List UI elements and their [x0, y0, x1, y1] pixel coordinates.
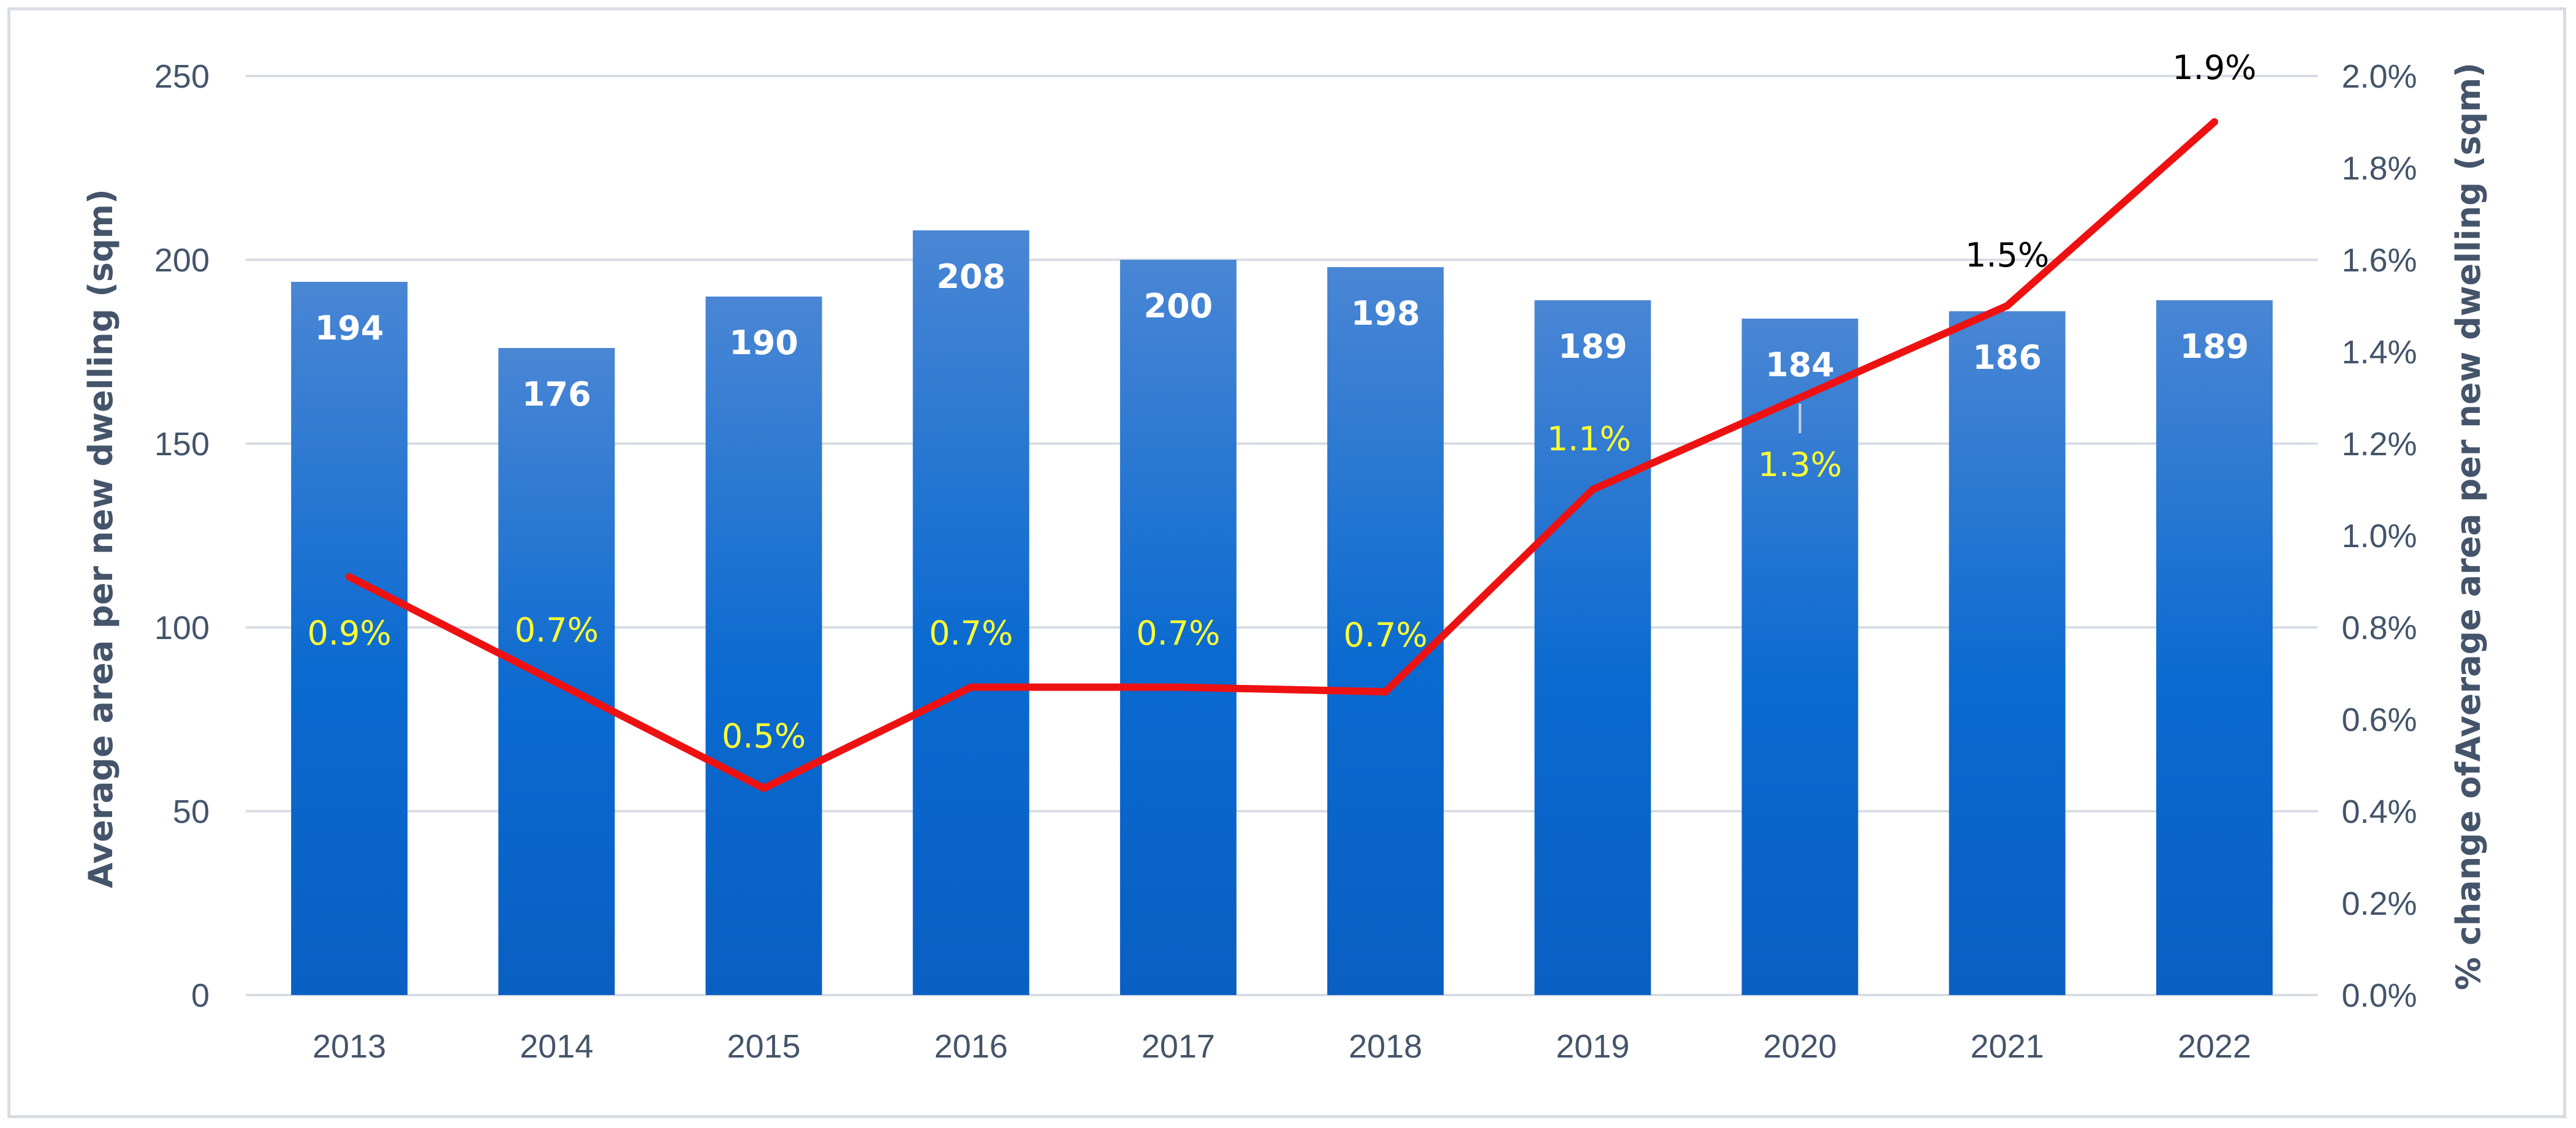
right-axis-tick: 1.4% [2341, 334, 2417, 371]
x-axis-tick: 2013 [313, 1028, 386, 1065]
pct-change-label: 1.5% [1965, 236, 2049, 274]
pct-change-point [760, 784, 768, 792]
bar [1119, 260, 1237, 995]
bar [498, 348, 615, 995]
x-axis-tick: 2017 [1142, 1028, 1215, 1065]
left-axis-tick: 150 [154, 426, 210, 463]
right-axis-tick: 1.2% [2341, 426, 2417, 463]
right-axis-tick: 1.8% [2341, 150, 2417, 187]
x-axis-tick: 2016 [934, 1028, 1008, 1065]
bar-value-label: 194 [315, 309, 384, 347]
bar [1534, 300, 1651, 995]
bar-value-label: 176 [522, 375, 591, 414]
right-axis-title: % change ofAverage area per new dwelling… [2449, 62, 2488, 990]
left-axis-tick: 50 [173, 793, 210, 830]
right-axis-tick: 0.6% [2341, 702, 2417, 738]
bar-value-label: 189 [1558, 327, 1627, 366]
right-axis-tick: 1.0% [2341, 518, 2417, 555]
right-axis-tick: 2.0% [2341, 58, 2417, 95]
bar [1327, 267, 1444, 995]
pct-change-label: 1.3% [1758, 445, 1842, 484]
pct-change-point [967, 683, 975, 691]
bar-value-label: 190 [729, 324, 798, 362]
left-axis-tick: 0 [191, 977, 210, 1014]
pct-change-point [2210, 118, 2218, 126]
chart-frame: 194 176 190 208 200 198 189 184 186 189 0.9% 0.7% 0.… [7, 7, 2566, 1118]
pct-change-point [553, 679, 561, 686]
pct-change-label: 1.1% [1547, 420, 1631, 458]
pct-change-label: 1.9% [2172, 48, 2256, 87]
pct-change-line [346, 118, 2218, 792]
bar-value-label: 208 [936, 257, 1006, 296]
bar [705, 297, 822, 995]
bar [2156, 300, 2273, 995]
pct-change-label: 0.7% [1343, 616, 1427, 654]
left-axis-tick: 100 [154, 610, 210, 646]
x-axis-tick: 2014 [520, 1028, 593, 1065]
right-axis-tick: 0.2% [2341, 885, 2417, 922]
pct-change-point [1589, 486, 1597, 493]
right-axis-tick: 0.8% [2341, 610, 2417, 646]
x-axis-tick: 2020 [1763, 1028, 1836, 1065]
pct-change-point [346, 573, 354, 581]
bar-value-label: 186 [1972, 338, 2042, 377]
combo-chart: 194 176 190 208 200 198 189 184 186 189 0.9% 0.7% 0.… [81, 48, 2488, 1065]
bar [1949, 311, 2066, 995]
bar [912, 230, 1029, 995]
x-axis-tick: 2015 [727, 1028, 800, 1065]
right-axis-tick: 0.4% [2341, 793, 2417, 830]
left-axis-tick: 200 [154, 242, 210, 279]
pct-change-point [1796, 394, 1804, 401]
bar-value-label: 184 [1765, 346, 1835, 384]
pct-change-label: 0.7% [929, 614, 1013, 653]
bar [291, 282, 408, 995]
pct-change-label: 0.7% [1136, 614, 1220, 653]
pct-change-label: 0.5% [722, 717, 806, 755]
pct-change-label: 0.7% [515, 611, 599, 649]
x-axis-tick: 2022 [2178, 1028, 2251, 1065]
pct-change-point [1174, 683, 1182, 691]
bar-value-label: 200 [1144, 287, 1213, 325]
bar-value-label: 198 [1351, 294, 1420, 333]
x-axis-tick: 2018 [1349, 1028, 1422, 1065]
pct-change-label: 0.9% [307, 614, 391, 653]
pct-change-point [1382, 688, 1390, 695]
pct-change-point [2003, 302, 2011, 309]
x-axis-tick: 2021 [1971, 1028, 2044, 1065]
x-axis-tick: 2019 [1556, 1028, 1629, 1065]
left-axis-title: Average area per new dwelling (sqm) [81, 189, 120, 888]
right-axis-tick: 0.0% [2341, 977, 2417, 1014]
right-axis-tick: 1.6% [2341, 242, 2417, 279]
bar-value-label: 189 [2180, 327, 2249, 366]
left-axis-tick: 250 [154, 58, 210, 95]
